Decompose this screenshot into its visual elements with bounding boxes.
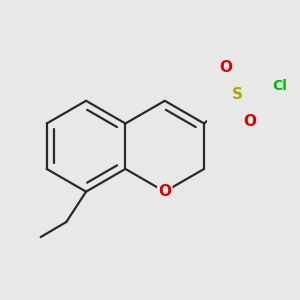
Text: O: O xyxy=(158,184,171,199)
Text: O: O xyxy=(219,60,232,75)
Text: S: S xyxy=(232,87,243,102)
Text: O: O xyxy=(243,115,256,130)
Text: Cl: Cl xyxy=(272,79,287,93)
